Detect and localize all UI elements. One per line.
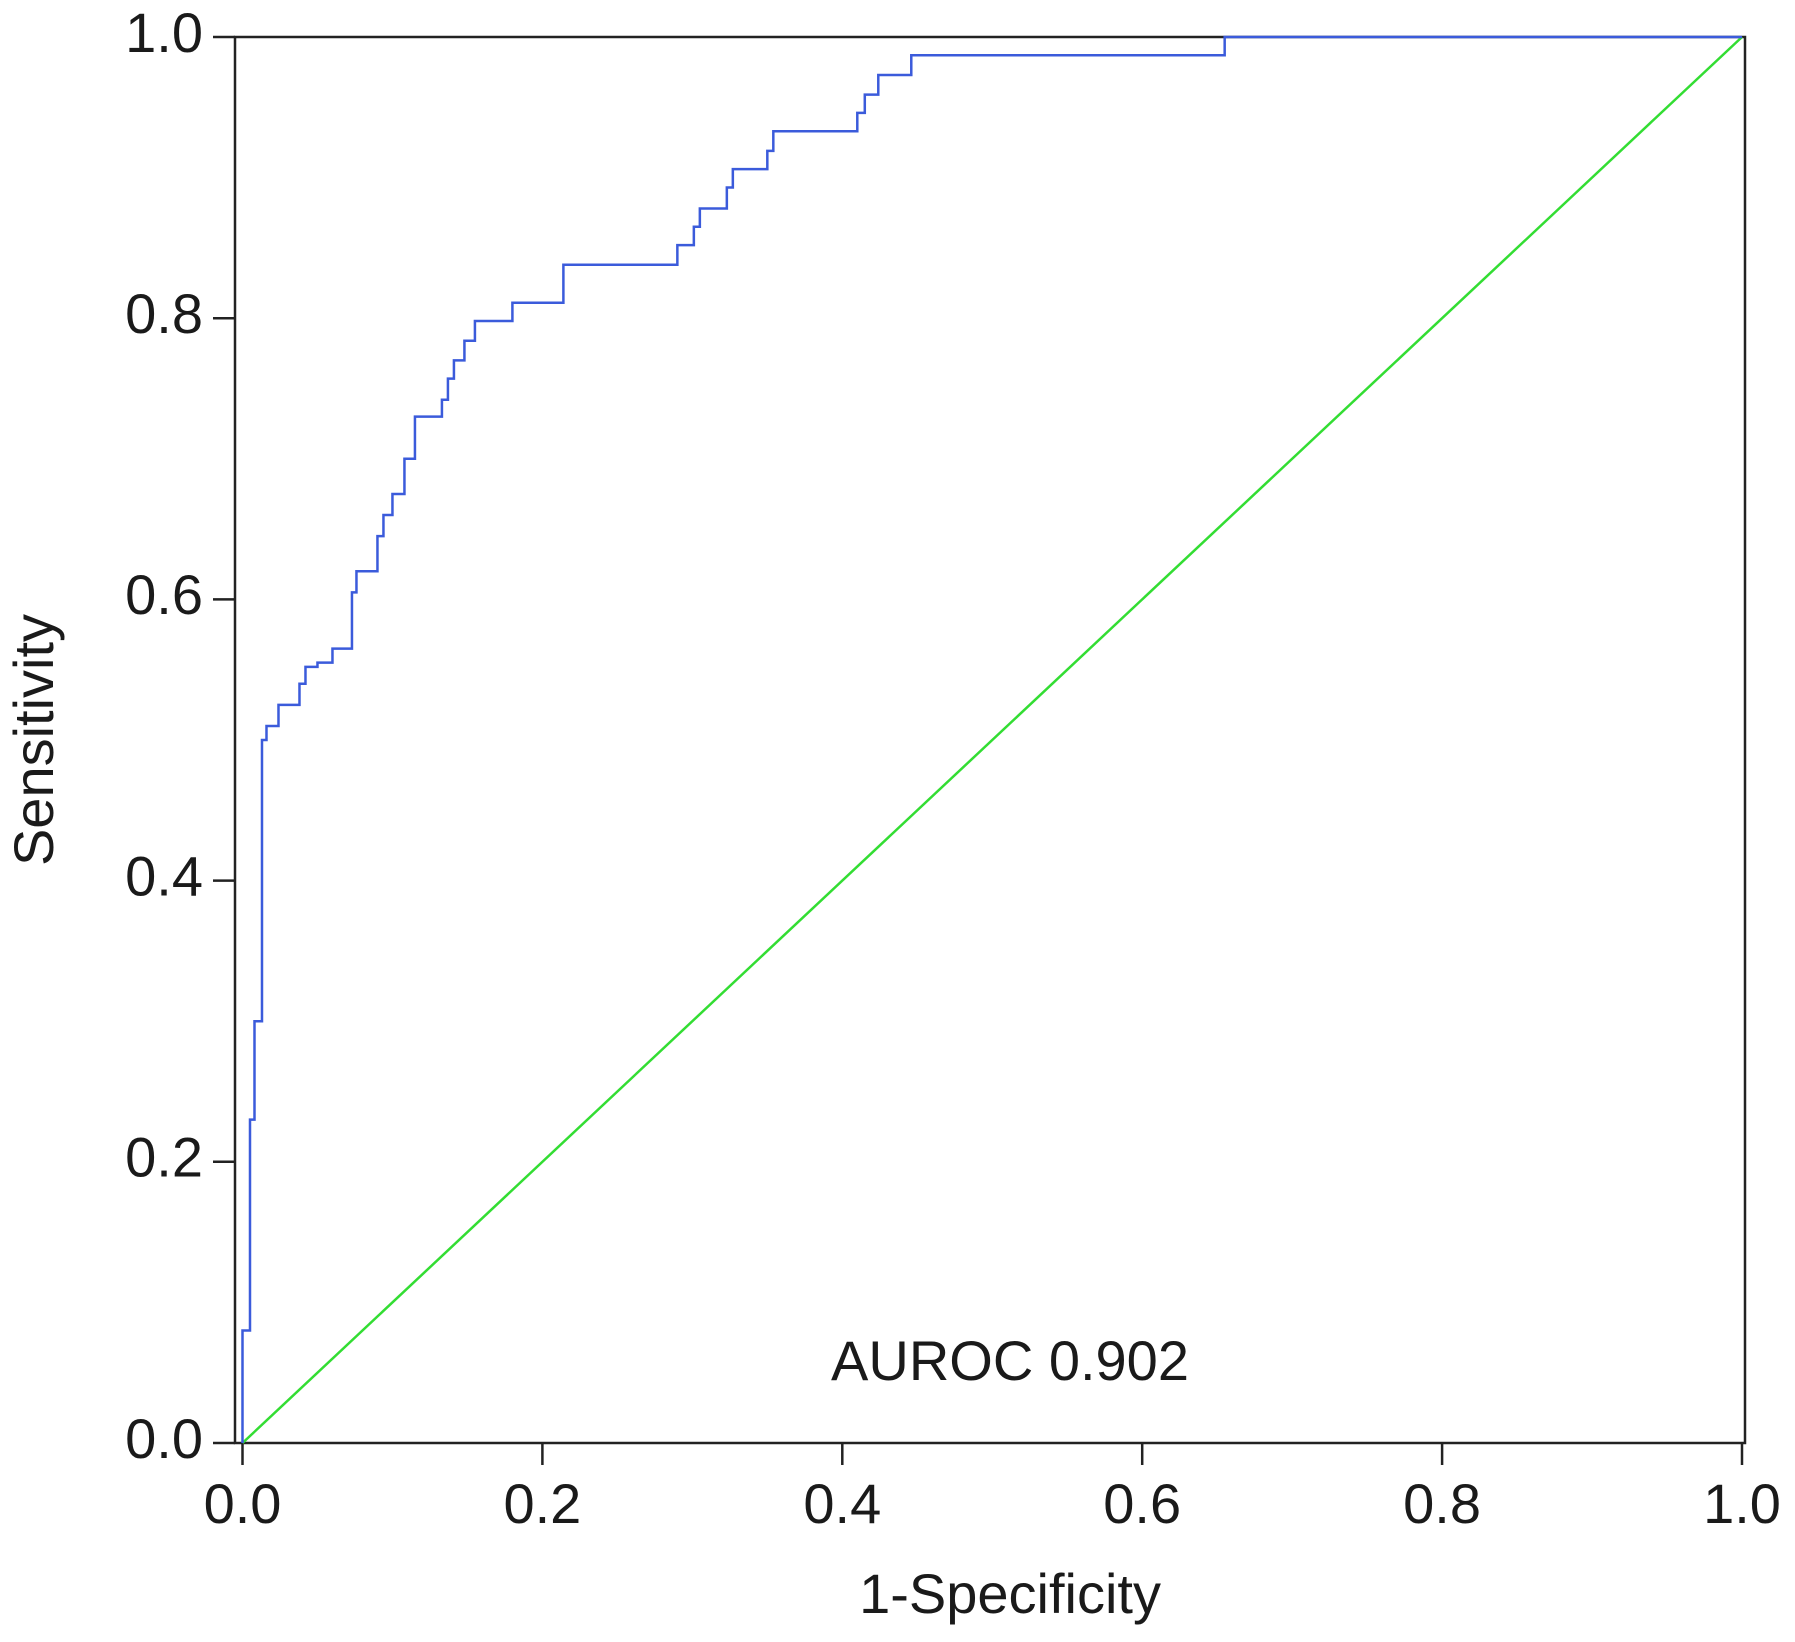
- x-tick-label: 1.0: [1703, 1472, 1781, 1535]
- x-tick-label: 0.6: [1103, 1472, 1181, 1535]
- y-tick-label: 0.6: [125, 563, 203, 626]
- y-tick-label: 0.4: [125, 844, 203, 907]
- x-tick-label: 0.8: [1403, 1472, 1481, 1535]
- roc-line: [241, 35, 1742, 1443]
- plot-frame: [233, 35, 1747, 1445]
- y-axis-label: Sensitivity: [2, 614, 65, 866]
- y-tick-label: 0.0: [125, 1407, 203, 1470]
- y-tick-label: 0.8: [125, 282, 203, 345]
- x-tick-label: 0.0: [204, 1472, 282, 1535]
- y-tick-label: 0.2: [125, 1126, 203, 1189]
- y-tick-label: 1.0: [125, 1, 203, 64]
- annotation: AUROC 0.902: [831, 1329, 1189, 1392]
- roc-line: [241, 36, 1743, 1444]
- x-tick-label: 0.4: [803, 1472, 881, 1535]
- x-tick-label: 0.2: [503, 1472, 581, 1535]
- x-axis-label: 1-Specificity: [859, 1562, 1161, 1625]
